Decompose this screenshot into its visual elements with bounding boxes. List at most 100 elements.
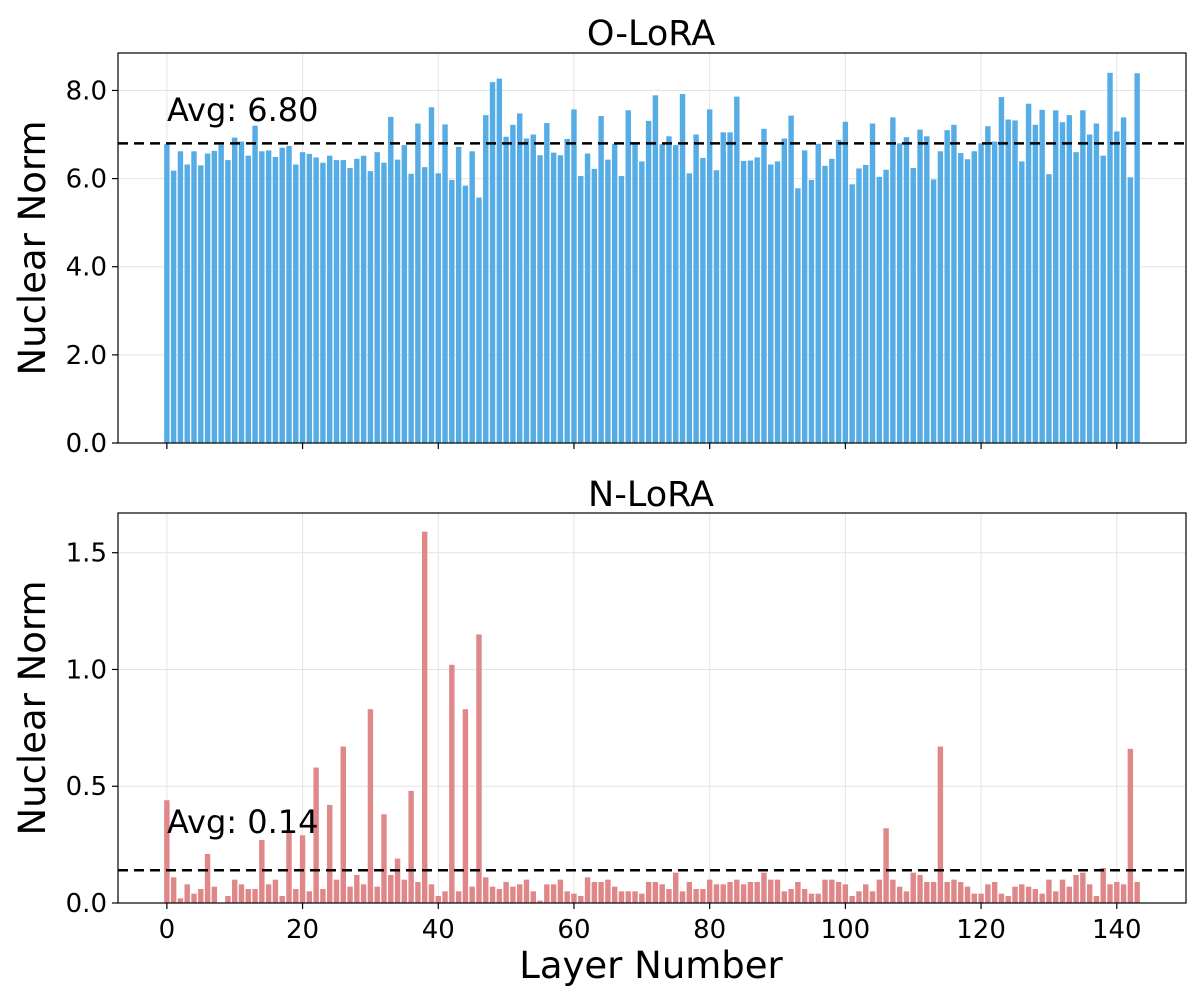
n-lora-bar — [605, 879, 611, 903]
o-lora-bar — [259, 151, 265, 443]
o-lora-y-tick-label: 8.0 — [66, 76, 107, 106]
o-lora-bar — [408, 173, 414, 443]
o-lora-bar — [1039, 109, 1045, 443]
n-lora-x-tick-label: 20 — [286, 915, 319, 945]
o-lora-bar — [1019, 161, 1025, 443]
o-lora-bar — [876, 176, 883, 443]
o-lora-bar — [1127, 177, 1134, 443]
n-lora-y-tick-label: 1.0 — [66, 655, 107, 685]
n-lora-bar — [896, 886, 903, 903]
n-lora-bar — [523, 879, 530, 903]
o-lora-bar — [530, 134, 536, 443]
n-lora-y-tick-label: 1.5 — [66, 539, 107, 569]
n-lora-bar — [455, 891, 462, 903]
n-lora-bar — [686, 881, 693, 903]
o-lora-bar — [1073, 152, 1079, 444]
o-lora-bar — [374, 152, 380, 444]
o-lora-panel: O-LoRA Nuclear Norm Avg: 6.80 0.0 2.0 4.0 6… — [11, 14, 1187, 459]
o-lora-bar — [1107, 72, 1113, 443]
o-lora-bar — [537, 155, 543, 443]
o-lora-bar — [924, 136, 930, 443]
n-lora-x-tick-label: 60 — [557, 915, 590, 945]
n-lora-bar — [496, 888, 503, 903]
o-lora-bar — [544, 123, 550, 443]
n-lora-bar — [374, 886, 380, 903]
o-lora-bar — [238, 141, 245, 443]
n-lora-bar — [598, 881, 604, 903]
o-lora-bar — [937, 151, 944, 443]
n-lora-bar — [198, 888, 204, 903]
o-lora-bar — [293, 164, 299, 444]
o-lora-bar — [1093, 123, 1100, 443]
n-lora-bar — [625, 891, 631, 903]
o-lora-bar — [598, 116, 604, 443]
o-lora-bar — [903, 137, 910, 443]
o-lora-bar — [510, 124, 516, 443]
n-lora-bar — [822, 879, 828, 903]
o-lora-bar — [557, 155, 564, 443]
o-lora-bar — [842, 121, 849, 444]
n-lora-bar — [557, 879, 564, 903]
o-lora-bar — [910, 168, 916, 443]
n-lora-bar — [917, 874, 923, 903]
o-lora-bar — [1066, 115, 1073, 443]
o-lora-average-label: Avg: 6.80 — [167, 91, 318, 129]
o-lora-bar — [639, 161, 645, 443]
o-lora-bar — [768, 164, 774, 444]
n-lora-bar — [740, 884, 747, 903]
o-lora-bar — [313, 157, 319, 443]
o-lora-bar — [611, 143, 618, 443]
n-lora-bar — [1053, 891, 1059, 903]
n-lora-bar — [1100, 867, 1106, 903]
o-lora-bar — [462, 185, 469, 443]
n-lora-bar — [713, 884, 720, 903]
o-lora-bar — [299, 152, 306, 444]
n-lora-bar — [774, 879, 781, 903]
n-lora-bar — [1127, 748, 1134, 903]
n-lora-bar — [1080, 872, 1086, 903]
n-lora-bar — [930, 881, 937, 903]
n-lora-bar — [1134, 881, 1140, 903]
o-lora-bar — [252, 125, 258, 444]
n-lora-bar — [1086, 884, 1093, 903]
o-lora-bar — [523, 138, 530, 444]
o-lora-bar — [421, 167, 428, 443]
n-lora-bar — [829, 879, 835, 903]
n-lora-bar — [998, 893, 1005, 903]
o-lora-bar — [849, 184, 855, 444]
o-lora-bar — [164, 144, 170, 443]
o-lora-bar — [265, 150, 272, 443]
o-lora-bar — [211, 150, 218, 443]
o-lora-bar — [632, 142, 638, 443]
n-lora-bar — [876, 879, 883, 903]
o-lora-bar — [605, 159, 611, 443]
n-lora-bar — [673, 872, 679, 903]
o-lora-bar — [998, 97, 1005, 443]
o-lora-bar — [971, 151, 978, 443]
o-lora-bar — [354, 158, 360, 444]
o-lora-bar — [673, 145, 679, 444]
n-lora-bar — [225, 895, 231, 903]
o-lora-bar — [272, 157, 279, 443]
o-lora-bar — [991, 141, 998, 443]
n-lora-bar — [1032, 888, 1039, 903]
o-lora-bar — [578, 175, 584, 443]
o-lora-bar — [1005, 119, 1011, 444]
o-lora-bar — [388, 116, 394, 443]
o-lora-bar — [713, 170, 720, 443]
o-lora-bar — [761, 128, 767, 443]
n-lora-bar — [720, 884, 726, 903]
o-lora-bars — [164, 72, 1140, 444]
n-lora-title: N-LoRA — [588, 475, 714, 515]
n-lora-bar — [869, 891, 876, 903]
n-lora-bar — [1005, 895, 1011, 903]
n-lora-bar — [788, 888, 794, 903]
n-lora-bar — [367, 709, 374, 903]
n-lora-bar — [727, 881, 733, 903]
n-lora-bar — [734, 879, 740, 903]
o-lora-bar — [727, 132, 733, 444]
o-lora-bar — [333, 160, 340, 443]
o-lora-bar — [944, 130, 950, 443]
o-lora-bar — [394, 159, 401, 443]
o-lora-bar — [1080, 110, 1086, 443]
